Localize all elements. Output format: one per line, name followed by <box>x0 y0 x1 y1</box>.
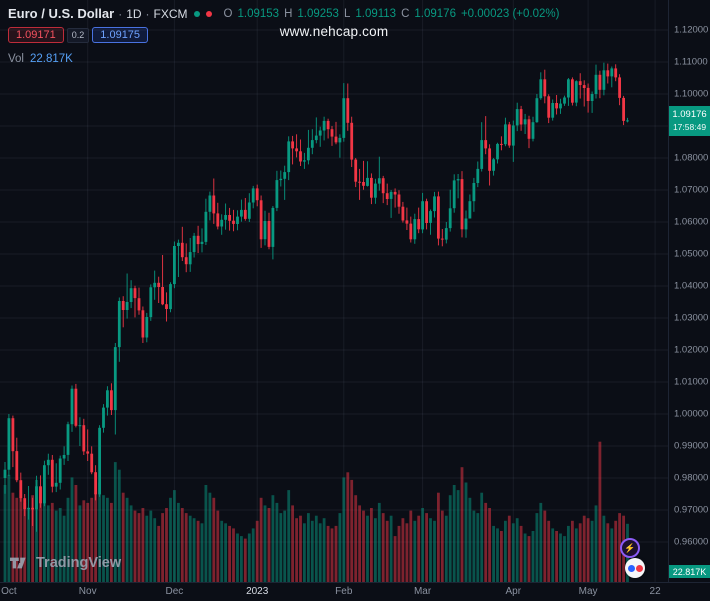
spread-value: 0.2 <box>67 28 90 43</box>
price-axis-label: 0.99000 <box>674 441 708 452</box>
price-axis-label: 0.96000 <box>674 537 708 548</box>
floating-lightning-button[interactable]: ⚡ <box>620 538 640 558</box>
sell-button[interactable]: 1.09171 <box>8 27 64 43</box>
time-axis[interactable]: Oct Nov Dec 2023 Feb Mar Apr May 22 <box>0 582 710 601</box>
tradingview-logo[interactable]: TradingView <box>10 555 121 571</box>
price-axis-label: 1.10000 <box>674 89 708 100</box>
close-value: 1.09176 <box>414 8 456 20</box>
time-axis-label: Mar <box>414 586 431 597</box>
red-status-dot-icon <box>206 11 212 17</box>
last-price-value: 1.09176 <box>669 108 710 121</box>
time-axis-label: 22 <box>650 586 661 597</box>
time-axis-label: Apr <box>506 586 522 597</box>
candlestick-chart[interactable] <box>0 0 668 582</box>
symbol-row: Euro / U.S. Dollar · 1D · FXCM O 1.09153 … <box>8 6 559 21</box>
tradingview-mark-icon <box>10 557 29 569</box>
price-axis-label: 0.98000 <box>674 473 708 484</box>
price-axis-label: 1.00000 <box>674 409 708 420</box>
price-axis-label: 1.07000 <box>674 185 708 196</box>
high-value: 1.09253 <box>297 8 339 20</box>
time-axis-label: 2023 <box>246 586 268 597</box>
interval-label[interactable]: 1D <box>126 7 141 21</box>
tradingview-chart-window: www.nehcap.com Euro / U.S. Dollar · 1D ·… <box>0 0 710 600</box>
time-axis-label: May <box>579 586 598 597</box>
volume-value: 22.817K <box>30 53 73 65</box>
change-value: +0.00023 (+0.02%) <box>461 8 559 20</box>
low-value: 1.09113 <box>355 8 396 20</box>
open-label: O <box>224 8 233 20</box>
price-axis-label: 1.12000 <box>674 25 708 36</box>
price-axis-label: 1.01000 <box>674 377 708 388</box>
time-axis-label: Feb <box>335 586 352 597</box>
chart-plot-area[interactable]: www.nehcap.com Euro / U.S. Dollar · 1D ·… <box>0 0 668 582</box>
time-axis-label: Oct <box>1 586 17 597</box>
high-label: H <box>284 8 292 20</box>
price-axis-label: 0.97000 <box>674 505 708 516</box>
last-price-badge: 1.09176 17:58:49 <box>669 106 710 135</box>
price-axis-label: 1.11000 <box>674 57 708 68</box>
red-dot-icon <box>636 565 643 572</box>
volume-axis-badge: 22.817K <box>669 565 710 578</box>
bid-ask-row: 1.09171 0.2 1.09175 <box>8 27 559 43</box>
green-status-dot-icon <box>194 11 200 17</box>
floating-dots-button[interactable] <box>625 558 645 578</box>
blue-dot-icon <box>628 565 635 572</box>
symbol-title[interactable]: Euro / U.S. Dollar <box>8 6 114 21</box>
time-axis-label: Nov <box>79 586 97 597</box>
time-axis-label: Dec <box>165 586 183 597</box>
bar-countdown: 17:58:49 <box>669 122 710 134</box>
price-axis-label: 1.04000 <box>674 281 708 292</box>
exchange-label: FXCM <box>154 7 188 21</box>
price-axis-label: 1.05000 <box>674 249 708 260</box>
tradingview-logo-text: TradingView <box>36 555 121 571</box>
separator: · <box>118 7 122 21</box>
price-axis-label: 1.08000 <box>674 153 708 164</box>
ohlc-readout: O 1.09153 H 1.09253 L 1.09113 C 1.09176 +0.0… <box>224 8 560 20</box>
price-axis-label: 1.06000 <box>674 217 708 228</box>
close-label: C <box>401 8 409 20</box>
price-axis[interactable]: 1.09176 17:58:49 22.817K 1.12000 1.11000 1… <box>668 0 710 582</box>
chart-legend: Euro / U.S. Dollar · 1D · FXCM O 1.09153 … <box>8 6 559 65</box>
lightning-icon: ⚡ <box>624 544 635 553</box>
price-axis-label: 1.03000 <box>674 313 708 324</box>
volume-row: Vol 22.817K <box>8 53 559 65</box>
buy-button[interactable]: 1.09175 <box>92 27 148 43</box>
price-axis-label: 1.02000 <box>674 345 708 356</box>
open-value: 1.09153 <box>237 8 279 20</box>
low-label: L <box>344 8 350 20</box>
volume-label: Vol <box>8 53 24 65</box>
separator: · <box>146 7 150 21</box>
